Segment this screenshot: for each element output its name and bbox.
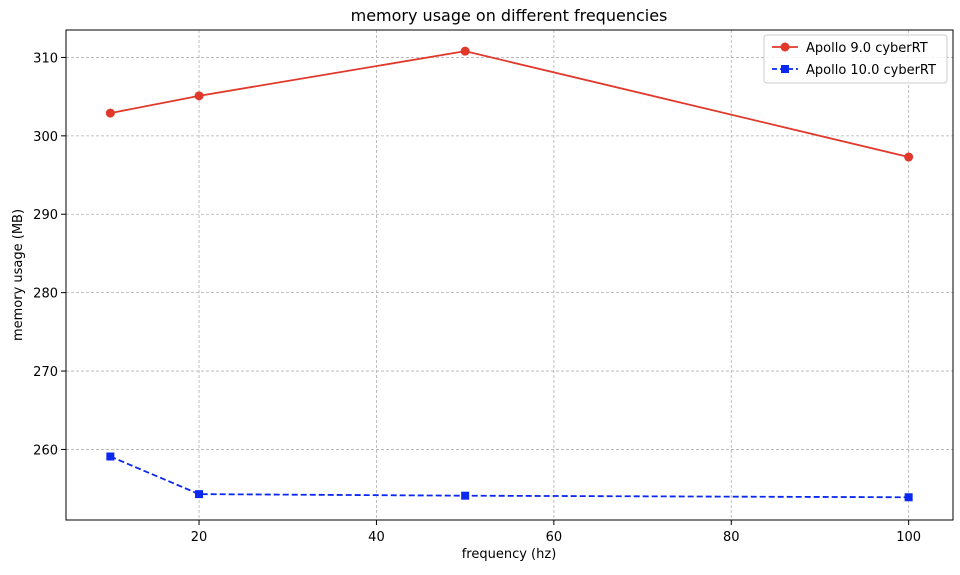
x-tick-label: 60 (546, 530, 563, 545)
y-tick-label: 280 (33, 287, 58, 302)
series-1 (105, 46, 914, 162)
series-line (109, 455, 909, 499)
data-point (904, 493, 913, 502)
data-point (195, 490, 204, 499)
y-axis: 260 270 280 290 300 310 (33, 51, 66, 458)
y-tick-label: 270 (33, 365, 58, 380)
x-tick-label: 40 (368, 530, 385, 545)
legend-marker (780, 42, 790, 52)
x-tick-label: 20 (191, 530, 208, 545)
series-2 (106, 452, 913, 502)
legend-label: Apollo 9.0 cyberRT (806, 41, 928, 56)
x-tick-label: 100 (896, 530, 921, 545)
plot-frame (65, 29, 954, 521)
legend-item: Apollo 10.0 cyberRT (772, 63, 936, 78)
data-point (461, 491, 470, 500)
data-point (904, 152, 914, 162)
data-point (106, 452, 115, 461)
legend-item: Apollo 9.0 cyberRT (772, 41, 928, 56)
legend-box (763, 34, 948, 84)
y-tick-label: 300 (33, 130, 58, 145)
legend-label: Apollo 10.0 cyberRT (806, 63, 936, 78)
y-tick-label: 260 (33, 443, 58, 458)
series-layer (105, 46, 914, 502)
y-tick-label: 310 (33, 51, 58, 66)
x-axis: 20 40 60 80 100 (191, 520, 921, 545)
chart-title: memory usage on different frequencies (351, 6, 668, 25)
y-tick-label: 290 (33, 208, 58, 223)
series-line (110, 50, 909, 158)
y-axis-label: memory usage (MB) (11, 209, 26, 341)
data-point (460, 46, 470, 56)
x-tick-label: 80 (723, 530, 740, 545)
legend-marker (781, 65, 789, 73)
x-axis-label: frequency (hz) (462, 547, 557, 562)
legend: Apollo 9.0 cyberRT Apollo 10.0 cyberRT (763, 34, 948, 84)
data-point (105, 108, 115, 118)
data-point (194, 91, 204, 101)
grid (66, 30, 953, 520)
